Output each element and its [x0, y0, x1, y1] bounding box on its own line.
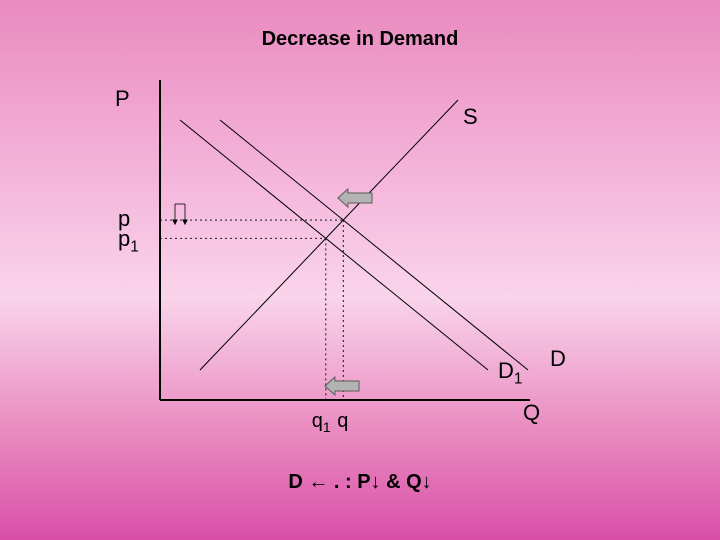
curve-label-D1: D1	[498, 358, 522, 388]
econ-chart	[120, 80, 600, 440]
axis-label-P: P	[115, 86, 130, 112]
qty-label-q1: q1	[312, 410, 331, 435]
axis-label-Q: Q	[523, 400, 540, 426]
curve-label-S: S	[463, 104, 478, 130]
chart-title: Decrease in Demand	[0, 28, 720, 51]
conclusion-equation: D ← . : P↓ & Q↓	[0, 471, 720, 494]
price-label-p1: p1	[118, 226, 139, 256]
qty-label-q: q	[337, 410, 348, 433]
curve-label-D: D	[550, 346, 566, 372]
